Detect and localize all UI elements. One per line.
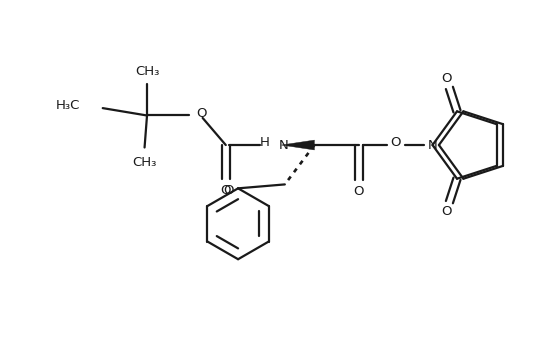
Text: H: H [260, 136, 270, 149]
Polygon shape [282, 140, 315, 150]
Text: CH₃: CH₃ [135, 65, 159, 78]
Text: O: O [354, 185, 364, 198]
Text: O: O [441, 205, 452, 218]
Text: O: O [223, 184, 234, 197]
Text: CH₃: CH₃ [133, 156, 157, 169]
Text: O: O [221, 184, 231, 197]
Text: O: O [441, 72, 452, 85]
Text: O: O [196, 106, 207, 120]
Text: N: N [428, 139, 437, 151]
Text: N: N [278, 139, 288, 151]
Text: H₃C: H₃C [56, 99, 80, 112]
Text: O: O [390, 136, 401, 149]
